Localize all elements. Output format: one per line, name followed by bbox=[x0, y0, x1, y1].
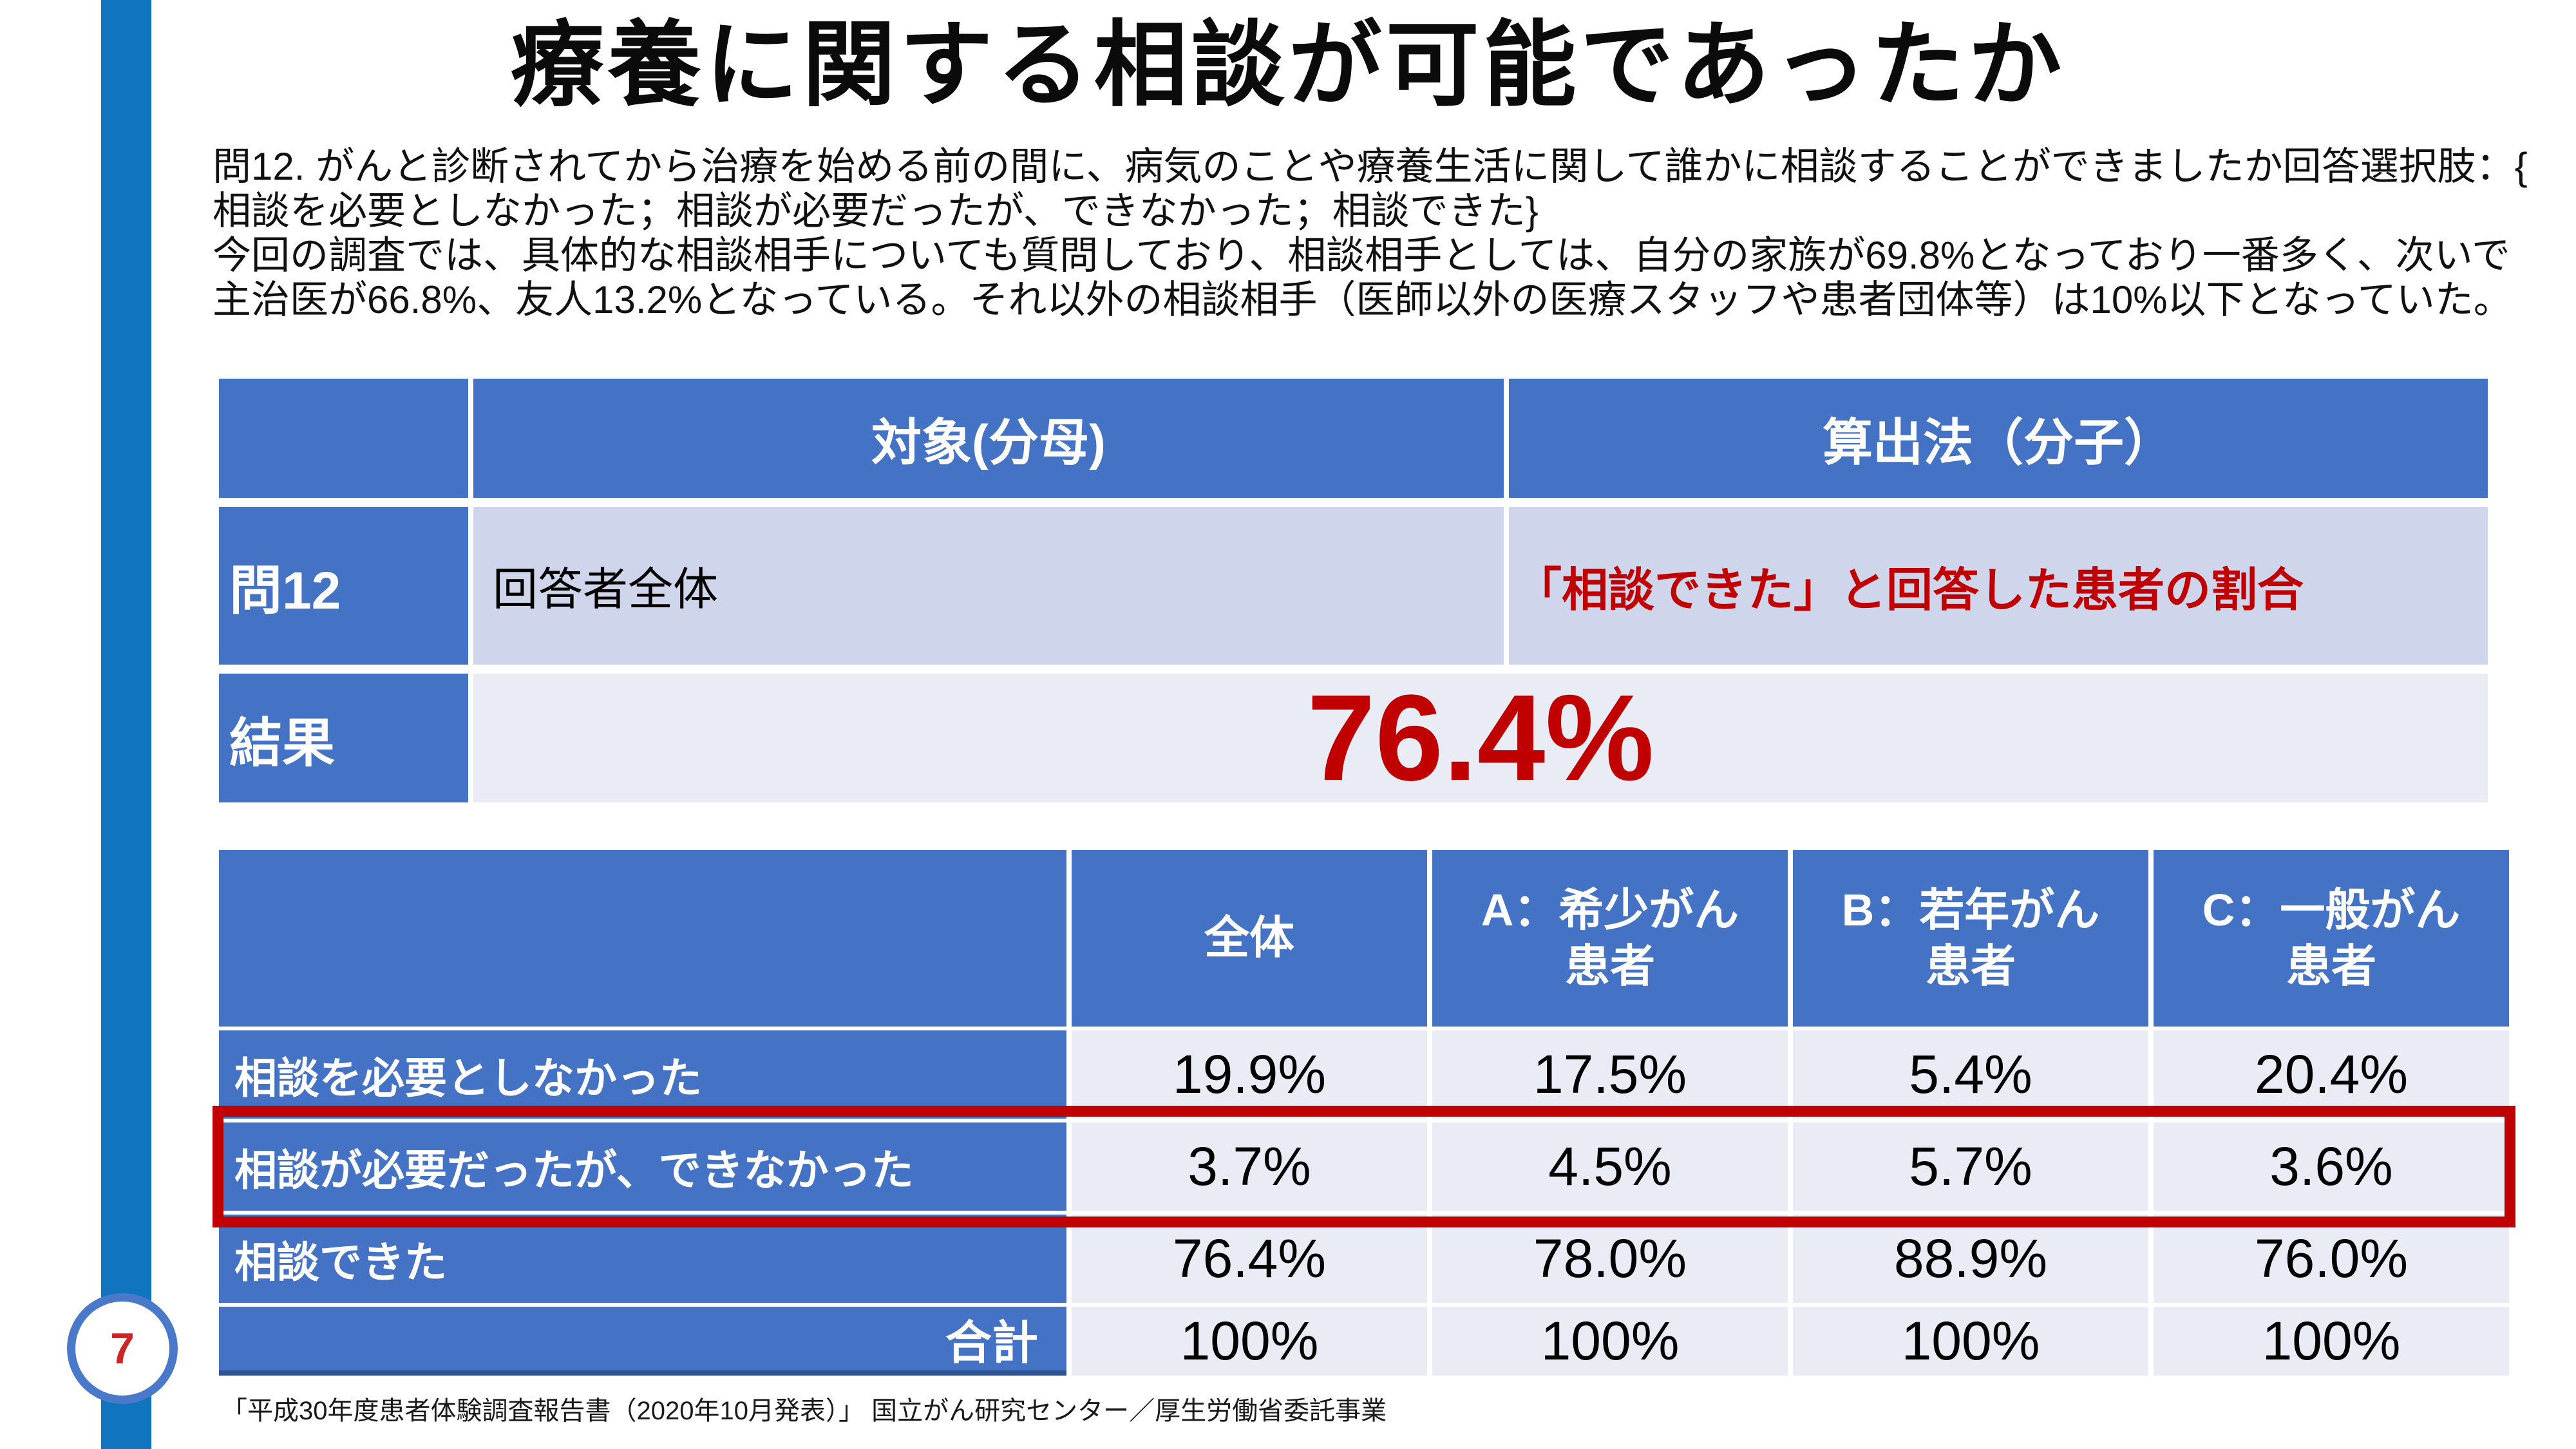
source-footer: 「平成30年度患者体験調査報告書（2020年10月発表）」 国立がん研究センター… bbox=[222, 1397, 1387, 1425]
breakdown-cell-r4-group-c: 100% bbox=[2154, 1307, 2509, 1376]
summary-result-value: 76.4% bbox=[473, 670, 2488, 806]
breakdown-cell-r3-group-a: 78.0% bbox=[1432, 1215, 1788, 1303]
breakdown-cell-r1-overall: 19.9% bbox=[1072, 1030, 1427, 1119]
description-line-3: 今回の調査では、具体的な相談相手についても質問しており、相談相手としては、自分の… bbox=[213, 234, 2510, 277]
summary-row-label-q12: 問12 bbox=[219, 507, 468, 665]
breakdown-cell-r2-group-b: 5.7% bbox=[1793, 1122, 2148, 1211]
summary-numerator-value: 「相談できた」と回答した患者の割合 bbox=[1509, 507, 2488, 665]
breakdown-cell-r2-group-c: 3.6% bbox=[2154, 1122, 2509, 1211]
breakdown-cell-r1-group-b: 5.4% bbox=[1793, 1030, 2148, 1119]
summary-header-denominator: 対象(分母) bbox=[473, 379, 1504, 498]
summary-table: 対象(分母) 算出法（分子） 問12 回答者全体 「相談できた」と回答した患者の… bbox=[219, 379, 2488, 806]
breakdown-cell-r3-overall: 76.4% bbox=[1072, 1215, 1427, 1303]
page-number-badge: 7 bbox=[67, 1293, 178, 1404]
breakdown-cell-r3-group-c: 76.0% bbox=[2154, 1215, 2509, 1303]
question-description: 問12. がんと診断されてから治療を始める前の間に、病気のことや療養生活に関して… bbox=[213, 144, 2531, 322]
summary-denominator-value: 回答者全体 bbox=[473, 507, 1504, 665]
breakdown-header-group-a: A：希少がん 患者 bbox=[1432, 850, 1788, 1027]
breakdown-header-overall: 全体 bbox=[1072, 850, 1427, 1027]
breakdown-row-label-needed-but-could-not: 相談が必要だったが、できなかった bbox=[219, 1122, 1066, 1211]
summary-header-numerator: 算出法（分子） bbox=[1509, 379, 2488, 498]
left-accent-bar bbox=[101, 0, 151, 1449]
slide-title: 療養に関する相談が可能であったか bbox=[510, 13, 2066, 117]
page-number: 7 bbox=[110, 1324, 135, 1373]
summary-corner-cell bbox=[219, 379, 468, 498]
breakdown-cell-r2-overall: 3.7% bbox=[1072, 1122, 1427, 1211]
breakdown-cell-r2-group-a: 4.5% bbox=[1432, 1122, 1788, 1211]
breakdown-header-group-b: B：若年がん 患者 bbox=[1793, 850, 2148, 1027]
breakdown-row-label-no-need: 相談を必要としなかった bbox=[219, 1030, 1066, 1119]
breakdown-table: 全体 A：希少がん 患者 B：若年がん 患者 C：一般がん 患者 相談を必要とし… bbox=[213, 850, 2515, 1376]
breakdown-cell-r1-group-a: 17.5% bbox=[1432, 1030, 1788, 1119]
description-line-2: 相談を必要としなかった；相談が必要だったが、できなかった；相談できた} bbox=[213, 189, 1539, 232]
breakdown-row-label-total: 合計 bbox=[219, 1307, 1066, 1376]
breakdown-row-label-could-consult: 相談できた bbox=[219, 1215, 1066, 1303]
description-line-4: 主治医が66.8%、友人13.2%となっている。それ以外の相談相手（医師以外の医… bbox=[213, 278, 2512, 321]
breakdown-cell-r1-group-c: 20.4% bbox=[2154, 1030, 2509, 1119]
breakdown-header-group-c: C：一般がん 患者 bbox=[2154, 850, 2509, 1027]
summary-row-label-result: 結果 bbox=[219, 674, 468, 802]
breakdown-cell-r4-group-b: 100% bbox=[1793, 1307, 2148, 1376]
breakdown-corner-cell bbox=[219, 850, 1066, 1027]
breakdown-cell-r4-group-a: 100% bbox=[1432, 1307, 1788, 1376]
breakdown-cell-r4-overall: 100% bbox=[1072, 1307, 1427, 1376]
breakdown-cell-r3-group-b: 88.9% bbox=[1793, 1215, 2148, 1303]
description-line-1: 問12. がんと診断されてから治療を始める前の間に、病気のことや療養生活に関して… bbox=[213, 145, 2528, 188]
